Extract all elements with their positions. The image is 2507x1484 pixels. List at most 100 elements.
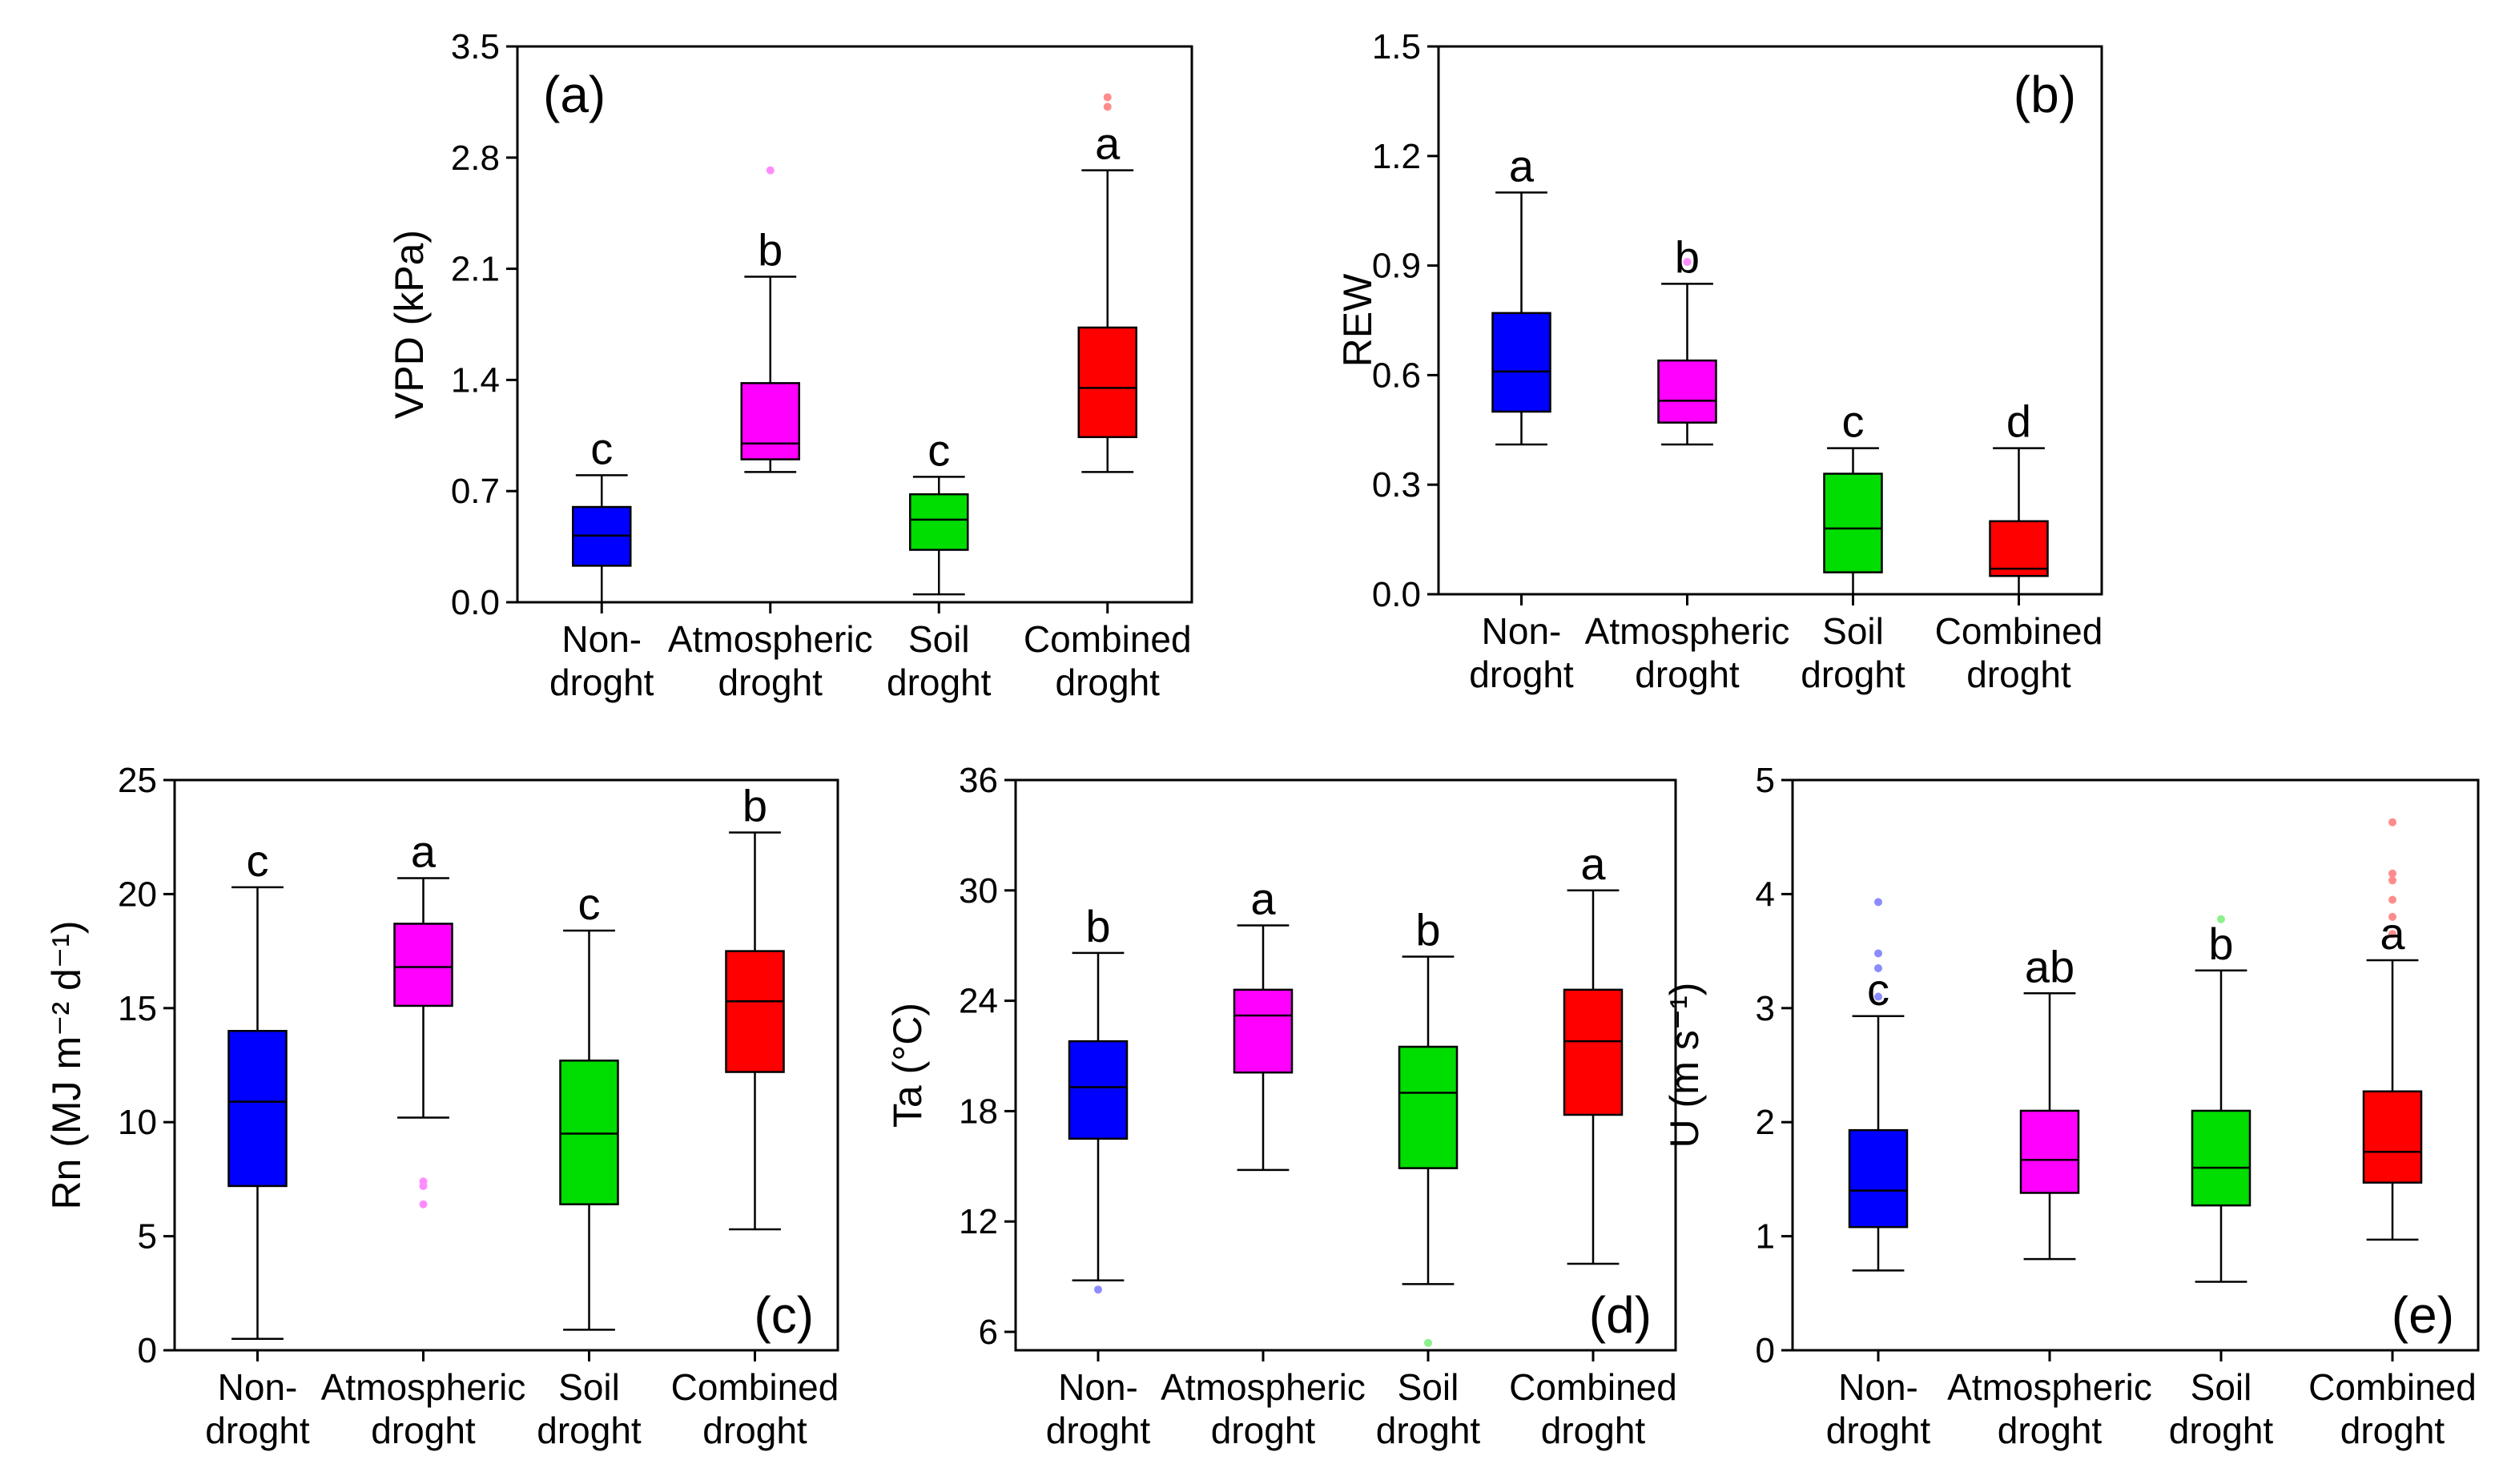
significance-letter: a <box>411 826 437 876</box>
outlier-point <box>1874 949 1882 958</box>
y-tick-label: 1.4 <box>451 360 500 400</box>
box-body <box>1848 1128 1909 1229</box>
category-label-line2: droght <box>1376 1410 1481 1451</box>
y-tick-label: 1.2 <box>1372 137 1421 176</box>
plot-frame <box>516 45 1193 604</box>
outlier-point <box>2388 869 2396 878</box>
outlier-point <box>2388 895 2396 904</box>
y-tick-label: 6 <box>979 1313 998 1352</box>
significance-letter: b <box>742 781 767 831</box>
category-label-line2: droght <box>702 1410 807 1451</box>
box-1: c Non-droght <box>205 835 310 1451</box>
significance-letter: b <box>1085 901 1110 951</box>
box-body <box>2362 1090 2423 1184</box>
category-label-line2: droght <box>718 662 823 703</box>
y-tick-label: 4 <box>1756 875 1775 914</box>
category-label-line1: Non- <box>218 1366 298 1408</box>
y-tick-label: 0.6 <box>1372 356 1421 395</box>
y-tick-label: 0.9 <box>1372 247 1421 286</box>
category-label-line2: droght <box>1635 654 1740 695</box>
y-tick-label: 36 <box>959 761 998 800</box>
y-tick-label: 1 <box>1756 1217 1775 1257</box>
plot-frame <box>173 778 839 1352</box>
y-axis-label: Ta (°C) <box>885 1003 930 1128</box>
y-tick-label: 2.1 <box>451 250 500 289</box>
category-label-line1: Atmospheric <box>668 618 873 660</box>
category-label-line2: droght <box>205 1410 310 1451</box>
box-body <box>725 950 785 1073</box>
box-body <box>559 1060 619 1205</box>
panel-label: (a) <box>543 66 606 123</box>
outlier-point <box>2388 876 2396 885</box>
box-body <box>1398 1045 1459 1169</box>
box-body <box>227 1030 288 1188</box>
outlier-point <box>2217 915 2225 923</box>
significance-letter: b <box>758 225 783 275</box>
outlier-point <box>2388 912 2396 921</box>
panel-1: 0.0 0.7 1.4 2.1 2.8 3.5 VPD (kPa) (a) c Non-drogh… <box>387 27 1193 703</box>
outlier-point <box>419 1177 428 1186</box>
box-body <box>740 382 800 460</box>
y-tick-label: 0 <box>138 1331 157 1370</box>
category-label-line1: Atmospheric <box>1161 1366 1366 1408</box>
panel-2: 0.0 0.3 0.6 0.9 1.2 1.5 REW (b) a Non-droght b Atmo… <box>1335 27 2103 695</box>
y-tick-label: 18 <box>959 1092 998 1131</box>
y-tick-label: 0.7 <box>451 472 500 511</box>
outlier-point <box>1424 1338 1432 1347</box>
box-1: b Non-droght <box>1046 901 1151 1451</box>
category-label-line2: droght <box>1211 1410 1316 1451</box>
y-tick-label: 24 <box>959 982 998 1021</box>
significance-letter: c <box>578 879 601 929</box>
significance-letter: a <box>1580 839 1606 889</box>
category-label-line2: droght <box>1046 1410 1151 1451</box>
box-body <box>2019 1109 2080 1194</box>
outlier-point <box>1103 93 1112 102</box>
category-label-line2: droght <box>549 662 654 703</box>
category-label-line2: droght <box>1826 1410 1931 1451</box>
y-tick-label: 15 <box>118 989 157 1028</box>
significance-letter: c <box>928 424 950 475</box>
box-body <box>1233 988 1294 1074</box>
significance-letter: c <box>590 423 613 473</box>
box-body <box>1077 326 1137 439</box>
y-tick-label: 2 <box>1756 1103 1775 1142</box>
category-label-line2: droght <box>1998 1410 2103 1451</box>
outlier-point <box>1874 898 1882 907</box>
significance-letter: b <box>1675 231 1700 282</box>
box-body <box>1563 988 1624 1116</box>
outlier-point <box>2388 818 2396 826</box>
significance-letter: a <box>1250 873 1276 923</box>
category-label-line1: Soil <box>558 1366 620 1408</box>
category-label-line1: Combined <box>1509 1366 1677 1408</box>
category-label-line1: Combined <box>671 1366 839 1408</box>
outlier-point <box>1683 258 1692 267</box>
category-label-line1: Soil <box>1398 1366 1459 1408</box>
box-body <box>393 923 453 1007</box>
panel-4: 6 12 18 24 30 36 Ta (°C) (d) b Non-droght a Atmosph… <box>885 761 1677 1451</box>
significance-letter: ab <box>2025 941 2074 991</box>
category-label-line2: droght <box>1966 654 2071 695</box>
box-body <box>909 493 969 551</box>
y-axis-label: U (m s⁻¹) <box>1662 983 1707 1148</box>
y-tick-label: 5 <box>1756 761 1775 800</box>
box-body <box>1068 1040 1129 1140</box>
category-label-line2: droght <box>1801 654 1905 695</box>
category-label-line1: Non- <box>1058 1366 1138 1408</box>
significance-letter: a <box>1509 140 1535 191</box>
category-label-line1: Combined <box>1935 610 2103 652</box>
y-tick-label: 20 <box>118 875 157 914</box>
category-label-line1: Atmospheric <box>1585 610 1790 652</box>
category-label-line1: Soil <box>908 618 970 660</box>
